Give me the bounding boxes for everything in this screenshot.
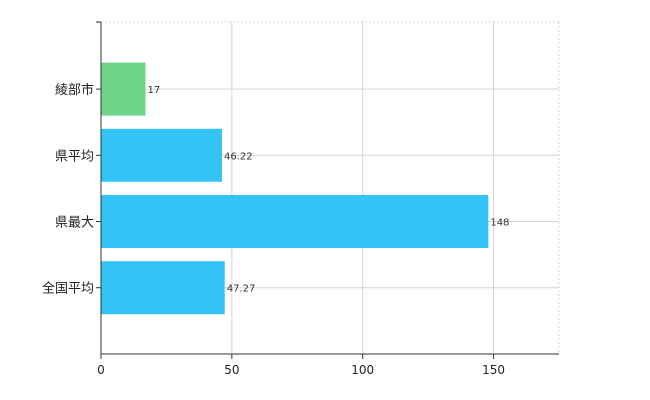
data-label-1: 46.22	[224, 151, 253, 162]
data-label-2: 148	[490, 218, 509, 229]
data-label-3: 47.27	[227, 284, 256, 295]
bar-1	[101, 128, 222, 182]
bar-3	[101, 261, 225, 315]
bar-2	[101, 195, 489, 248]
category-label-3: 全国平均	[42, 281, 94, 297]
x-tick-label-2: 100	[351, 363, 374, 377]
category-label-0: 綾部市	[55, 82, 94, 98]
data-label-0: 17	[147, 85, 160, 96]
x-tick-label-1: 50	[224, 363, 239, 377]
x-tick-label-0: 0	[97, 363, 105, 377]
axes	[96, 21, 559, 359]
category-label-1: 県平均	[55, 149, 94, 164]
bars	[101, 62, 489, 315]
category-label-2: 県最大	[55, 216, 94, 231]
bar-0	[101, 62, 146, 116]
x-tick-label-3: 150	[482, 363, 505, 377]
